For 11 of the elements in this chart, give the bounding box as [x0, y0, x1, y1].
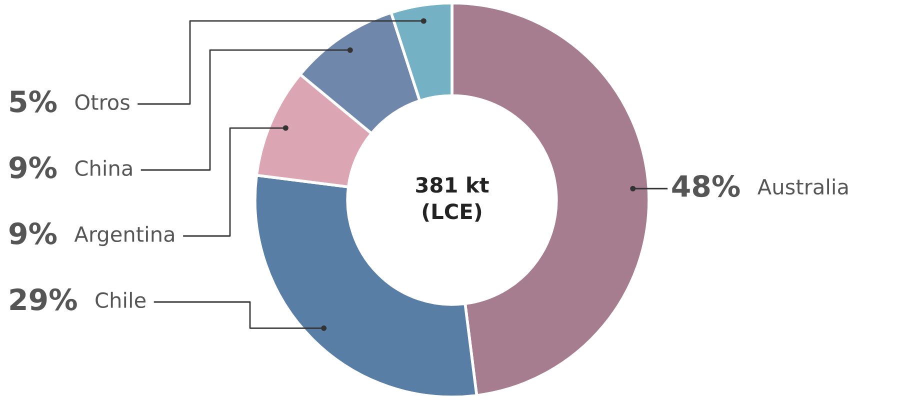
data-label: 5% [10, 90, 57, 112]
slice-label: Australia [758, 178, 848, 195]
data-label: 29% [10, 288, 77, 310]
slice-label: China [75, 160, 132, 176]
slice-label: Argentina [74, 226, 174, 246]
data-label: 48% [672, 175, 740, 198]
slice-label: Otros [75, 94, 130, 110]
slice-label: Chile [96, 292, 146, 308]
text: 381 kt (LCE) [416, 176, 489, 222]
data-label: 9% [10, 156, 57, 178]
data-label: 9% [10, 222, 57, 244]
